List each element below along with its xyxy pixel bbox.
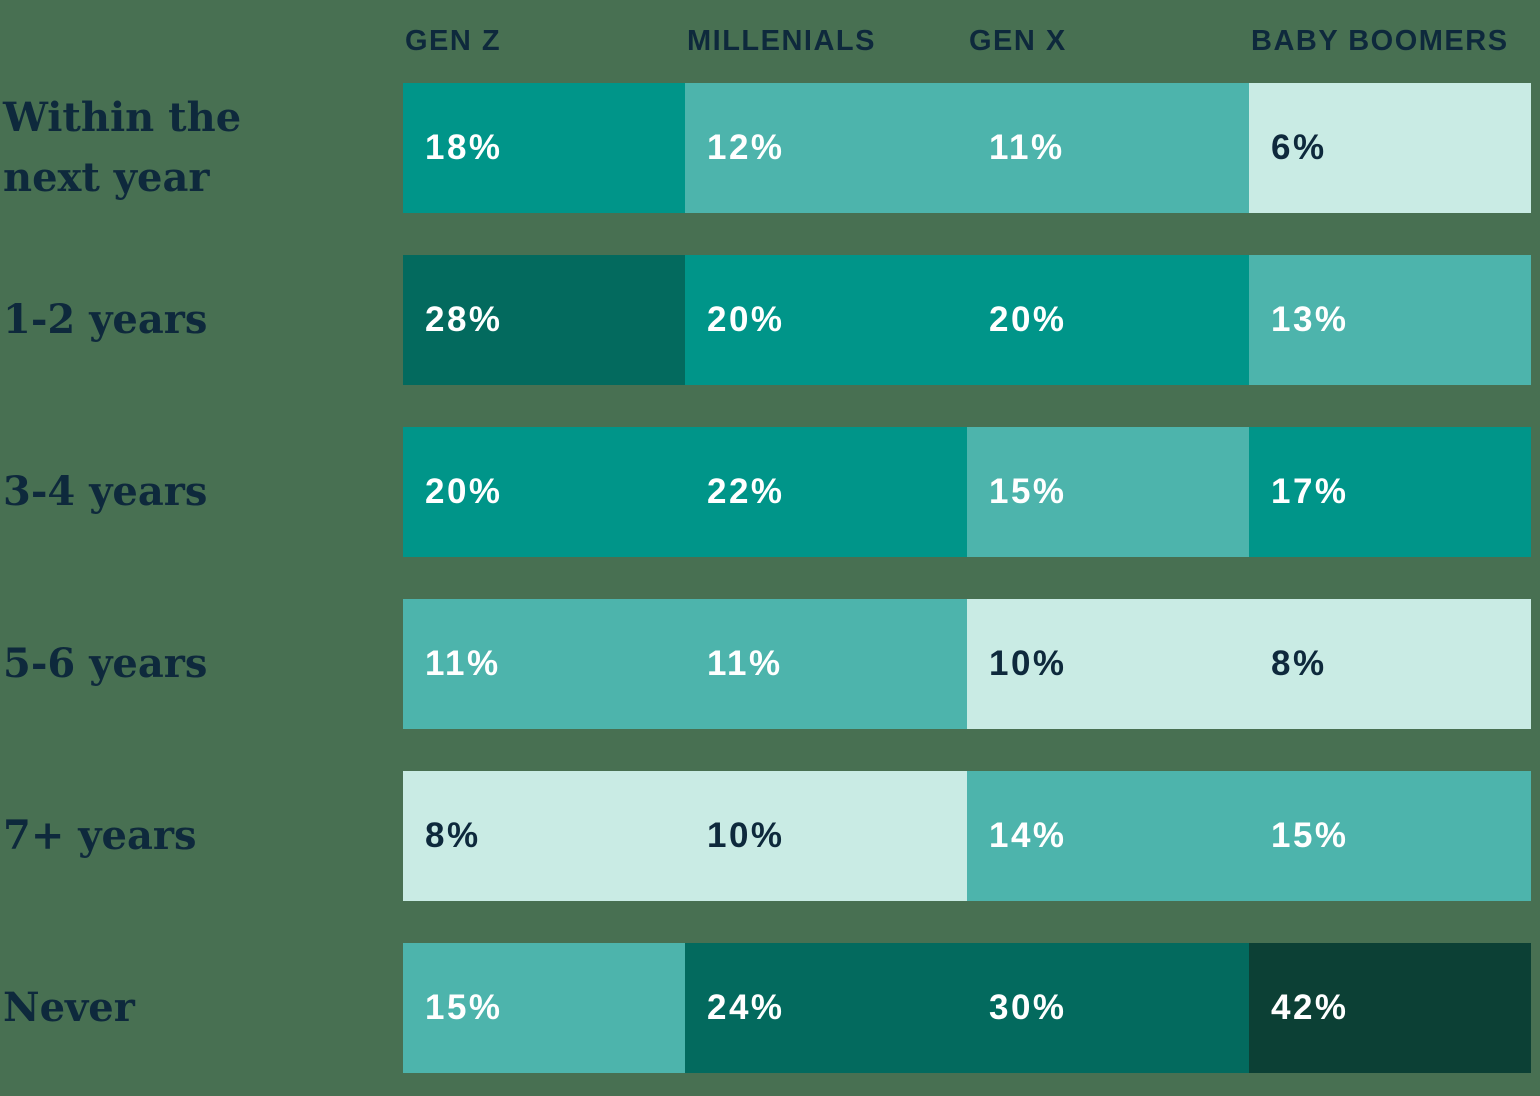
value-cell: 20% (967, 255, 1249, 385)
value-cell: 14% (967, 771, 1249, 901)
row-label: 7+ years (3, 812, 197, 859)
column-header-row: GEN Z MILLENIALS GEN X BABY BOOMERS (0, 25, 1531, 83)
value-cell: 28% (403, 255, 685, 385)
value-cell: 11% (685, 599, 967, 729)
value-cell: 13% (1249, 255, 1531, 385)
table-row: 1-2 years 28% 20% 20% 13% (0, 255, 1531, 385)
value-cell: 15% (1249, 771, 1531, 901)
value-cell: 11% (403, 599, 685, 729)
table-row: Never 15% 24% 30% 42% (0, 943, 1531, 1073)
value-cell: 15% (967, 427, 1249, 557)
value-cell: 11% (967, 83, 1249, 213)
value-cell: 22% (685, 427, 967, 557)
row-label: 1-2 years (3, 296, 208, 343)
value-cell: 8% (1249, 599, 1531, 729)
table-row: 7+ years 8% 10% 14% 15% (0, 771, 1531, 901)
table-body: Within the next year 18% 12% 11% 6% 1-2 yea… (0, 83, 1531, 1073)
table-row: Within the next year 18% 12% 11% 6% (0, 83, 1531, 213)
column-header-gen-z: GEN Z (405, 25, 502, 57)
value-cell: 17% (1249, 427, 1531, 557)
column-header-baby-boomers: BABY BOOMERS (1251, 25, 1509, 57)
table-row: 5-6 years 11% 11% 10% 8% (0, 599, 1531, 729)
value-cell: 10% (967, 599, 1249, 729)
value-cell: 12% (685, 83, 967, 213)
value-cell: 20% (685, 255, 967, 385)
value-cell: 24% (685, 943, 967, 1073)
row-label: Never (3, 984, 135, 1031)
row-label: 3-4 years (3, 468, 208, 515)
value-cell: 8% (403, 771, 685, 901)
generation-heatmap-table: GEN Z MILLENIALS GEN X BABY BOOMERS With… (0, 25, 1531, 1073)
column-header-millenials: MILLENIALS (687, 25, 876, 57)
row-label: 5-6 years (3, 640, 208, 687)
value-cell: 6% (1249, 83, 1531, 213)
table-row: 3-4 years 20% 22% 15% 17% (0, 427, 1531, 557)
value-cell: 42% (1249, 943, 1531, 1073)
value-cell: 18% (403, 83, 685, 213)
value-cell: 30% (967, 943, 1249, 1073)
column-header-gen-x: GEN X (969, 25, 1067, 57)
value-cell: 10% (685, 771, 967, 901)
value-cell: 20% (403, 427, 685, 557)
row-label: Within the next year (3, 94, 242, 201)
value-cell: 15% (403, 943, 685, 1073)
